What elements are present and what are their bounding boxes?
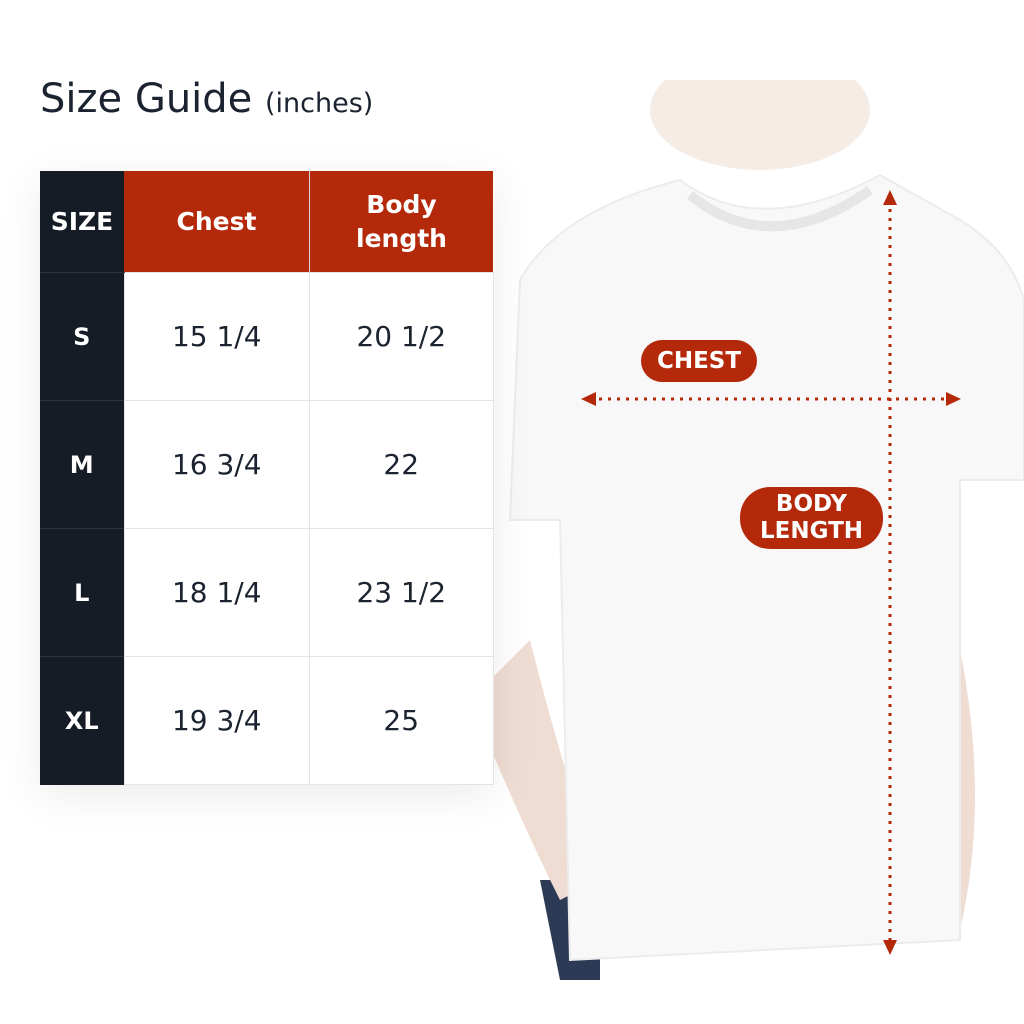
size-table: SIZE Chest Body length S 15 1/4 20 1/2 M…: [40, 171, 494, 785]
chest-cell: 16 3/4: [123, 400, 310, 529]
size-cell: S: [40, 272, 124, 401]
header-size: SIZE: [40, 171, 124, 273]
body-length-cell: 23 1/2: [309, 528, 494, 657]
body-length-label: BODY LENGTH: [740, 487, 883, 549]
table-header: SIZE Chest Body length: [40, 171, 493, 273]
arrow-down-icon: [883, 940, 897, 955]
size-cell: L: [40, 528, 124, 657]
body-length-label-line1: BODY: [775, 491, 848, 517]
table-row: M 16 3/4 22: [40, 400, 494, 529]
header-body-length: Body length: [309, 171, 493, 273]
body-length-cell: 22: [309, 400, 494, 529]
body-length-cell: 25: [309, 656, 494, 785]
chest-cell: 18 1/4: [123, 528, 310, 657]
table-row: L 18 1/4 23 1/2: [40, 528, 494, 657]
page-title: Size Guide (inches): [40, 76, 373, 122]
chest-cell: 15 1/4: [123, 272, 310, 401]
table-row: XL 19 3/4 25: [40, 656, 494, 785]
title-main: Size Guide: [40, 76, 253, 122]
body-length-cell: 20 1/2: [309, 272, 494, 401]
size-cell: XL: [40, 656, 124, 785]
title-unit: (inches): [265, 88, 374, 119]
header-chest: Chest: [124, 171, 310, 273]
arrow-right-icon: [946, 392, 961, 406]
chest-cell: 19 3/4: [123, 656, 310, 785]
table-row: S 15 1/4 20 1/2: [40, 272, 494, 401]
tshirt-model-image: [470, 80, 1024, 980]
arrow-up-icon: [883, 190, 897, 205]
size-cell: M: [40, 400, 124, 529]
body-length-label-line2: LENGTH: [759, 518, 864, 544]
chest-label: CHEST: [641, 340, 757, 382]
arrow-left-icon: [581, 392, 596, 406]
